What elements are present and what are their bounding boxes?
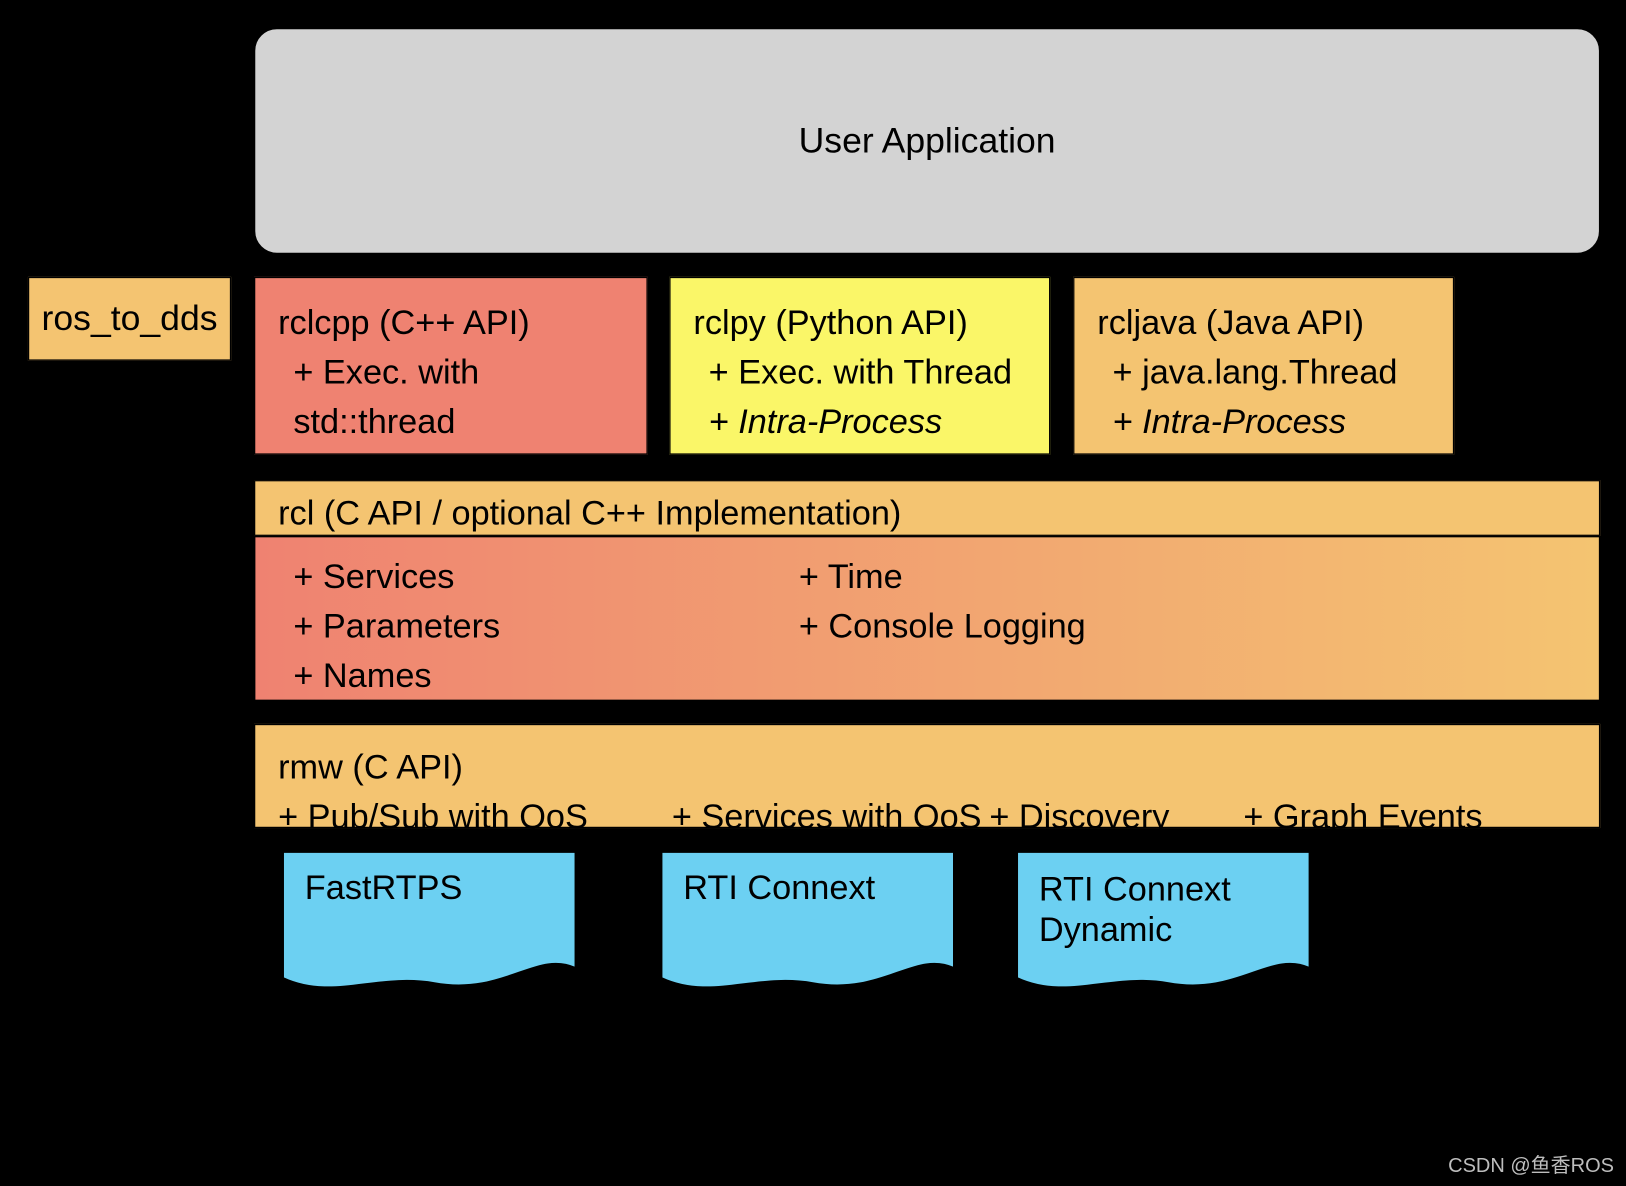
rmw-feature-1: + Services with QoS xyxy=(672,793,982,843)
user-application-label: User Application xyxy=(799,121,1056,162)
dds-rticonnextdyn-sub: Dynamic xyxy=(1039,910,1285,951)
rmw-feature-3: + Graph Events xyxy=(1243,793,1482,843)
user-application-box: User Application xyxy=(254,28,1600,254)
dds-fastrtps-title: FastRTPS xyxy=(305,869,551,908)
rcl-col2: + Time + Console Logging xyxy=(799,552,1086,701)
rclpy-feature-0: + Exec. with Thread xyxy=(709,348,1027,398)
dds-rticonnextdyn-box: RTI Connext Dynamic xyxy=(1016,851,1308,1003)
rcl-col1: + Services + Parameters + Names xyxy=(278,552,799,701)
rcljava-title: rcljava (Java API) xyxy=(1097,298,1430,348)
rcl-body-box: + Services + Parameters + Names + Time +… xyxy=(254,536,1600,701)
rcl-header-label: rcl (C API / optional C++ Implementation… xyxy=(278,494,901,532)
rmw-box: rmw (C API) + Pub/Sub with QoS + Service… xyxy=(254,724,1600,828)
watermark-text: CSDN @鱼香ROS xyxy=(1448,1149,1614,1178)
ros-to-dds-box: ros_to_dds xyxy=(28,277,231,361)
rclcpp-box: rclcpp (C++ API) + Exec. with std::threa… xyxy=(254,277,648,455)
dds-rticonnext-box: RTI Connext xyxy=(660,851,952,1003)
rclpy-box: rclpy (Python API) + Exec. with Thread +… xyxy=(669,277,1050,455)
rclcpp-feature-0: + Exec. with std::thread xyxy=(293,348,623,447)
ros-to-dds-label: ros_to_dds xyxy=(42,298,218,339)
rcl-col1-item-2: + Names xyxy=(293,652,798,702)
rcl-header-box: rcl (C API / optional C++ Implementation… xyxy=(254,480,1600,536)
rmw-feature-2: + Discovery xyxy=(989,793,1169,843)
dds-fastrtps-box: FastRTPS xyxy=(282,851,574,1003)
dds-rticonnext-title: RTI Connext xyxy=(683,869,929,908)
rcl-col1-item-0: + Services xyxy=(293,552,798,602)
rcljava-feature-0: + java.lang.Thread xyxy=(1113,348,1431,398)
rmw-features: + Pub/Sub with QoS + Services with QoS +… xyxy=(278,793,1576,831)
rmw-feature-0: + Pub/Sub with QoS xyxy=(278,793,588,843)
rmw-title: rmw (C API) xyxy=(278,743,1576,793)
rclcpp-title: rclcpp (C++ API) xyxy=(278,298,623,348)
rcl-col2-item-0: + Time xyxy=(799,552,1086,602)
rcl-col2-item-1: + Console Logging xyxy=(799,602,1086,652)
rcl-col1-item-1: + Parameters xyxy=(293,602,798,652)
rcljava-box: rcljava (Java API) + java.lang.Thread + … xyxy=(1073,277,1454,455)
rclpy-title: rclpy (Python API) xyxy=(693,298,1026,348)
dds-rticonnextdyn-title: RTI Connext xyxy=(1039,869,1285,910)
